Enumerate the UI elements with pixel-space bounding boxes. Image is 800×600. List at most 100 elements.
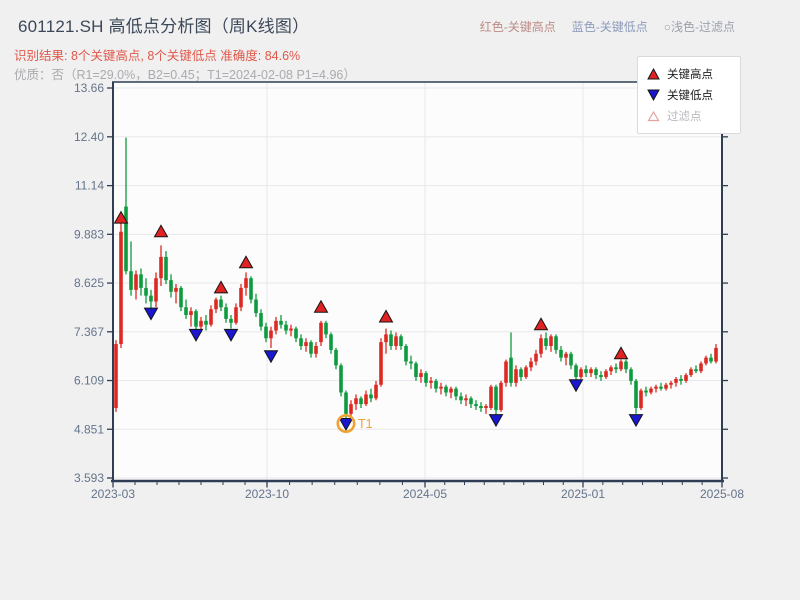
candle [524,365,528,379]
candle [269,326,273,348]
legend-filtered-label: 过滤点 [667,110,702,123]
candle [554,334,558,354]
candle [439,382,443,395]
candle [339,363,343,397]
candle [459,392,463,405]
candle [584,365,588,378]
key-low-marker [188,328,204,342]
up-triangle-hollow-icon [647,110,660,121]
candle [629,367,633,385]
candle [144,278,148,304]
candle [539,334,543,358]
candle [494,384,498,416]
key-low-marker [263,350,279,364]
candle [334,347,338,370]
candle [154,272,158,308]
legend-item-key-low: 关键低点 [647,84,732,105]
candle [259,309,263,331]
candle [184,299,188,319]
x-tick-label: 2025-01 [561,487,605,501]
candle [499,380,503,412]
candle [684,373,688,383]
candle [599,371,603,381]
legend-key-high-label: 关键高点 [667,68,713,81]
candle [139,268,143,296]
candle [149,289,153,310]
y-tick-label: 9.883 [74,227,104,241]
candle [364,390,368,407]
x-axis-labels: 2023-03 2023-10 2024-05 2025-01 2025-08 [91,487,744,501]
candle [454,386,458,401]
tick-marks [107,87,728,488]
candle [434,378,438,393]
color-key-legend: 红色-关键高点 蓝色-关键低点 ○浅色-过滤点 [480,18,735,35]
candle [379,338,383,387]
page-title: 601121.SH 高低点分析图（周K线图） [18,17,310,36]
key-high-marker [313,299,329,313]
candle [449,386,453,399]
candle [394,332,398,350]
plot-area [113,82,722,481]
key-low-marker [143,307,159,321]
candle [579,367,583,379]
candle [349,400,353,418]
candle [289,324,293,337]
candle [204,315,208,331]
candle [354,394,358,410]
candle [669,380,673,389]
candle [239,284,243,312]
x-tick-label: 2023-03 [91,487,135,501]
candle [649,386,653,395]
candle [559,346,563,362]
candle [634,378,638,414]
candle [124,137,128,275]
candle [404,344,408,366]
key-low-marker [568,379,584,393]
candle [619,359,623,372]
candle [414,361,418,381]
key-low-marker [338,417,354,432]
candle [594,367,598,379]
candle [324,320,328,339]
axes [111,81,724,483]
candle [209,305,213,327]
legend-item-filtered: 过滤点 [647,105,732,126]
candle [484,404,488,414]
key-high-marker [238,255,254,269]
candle [604,369,608,379]
candle [659,382,663,391]
candle [509,332,513,387]
candle [589,367,593,378]
candle [229,315,233,329]
candle [519,367,523,381]
candle [214,297,218,314]
y-tick-label: 11.14 [75,179,104,193]
candle [314,342,318,358]
y-tick-label: 3.593 [74,471,104,485]
candle [474,400,478,410]
candle [359,396,363,408]
y-tick-label: 12.40 [74,130,104,144]
y-axis-labels: 13.66 12.40 11.14 9.883 8.625 7.367 6.109 4.851… [74,81,104,485]
candle [399,334,403,350]
candle [299,334,303,350]
y-tick-label: 6.109 [74,374,104,388]
candle [644,386,648,397]
candle [249,276,253,304]
key-high-marker [533,317,549,331]
candle [389,330,393,350]
candle [194,309,198,333]
candle [564,351,568,366]
candle [624,359,628,374]
x-tick-label: 2024-05 [403,487,447,501]
candle [489,384,493,410]
candle [114,340,118,412]
candle [264,322,268,343]
y-tick-label: 7.367 [74,325,104,339]
candle [179,285,183,312]
candle [699,361,703,374]
candle [374,380,378,401]
candle [514,365,518,387]
